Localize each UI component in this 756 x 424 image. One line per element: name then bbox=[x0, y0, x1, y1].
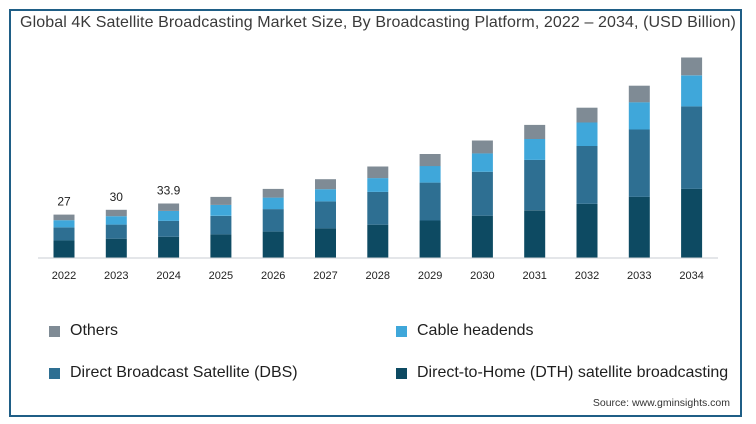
bar-segment-cable-headends-2031 bbox=[524, 139, 546, 160]
bar-segment-direct-to-home-dth-satellite-broadcasting-2029 bbox=[419, 220, 441, 258]
bar-segment-direct-to-home-dth-satellite-broadcasting-2032 bbox=[576, 204, 598, 258]
x-tick-label-2032: 2032 bbox=[575, 270, 599, 282]
bar-segment-others-2024 bbox=[158, 203, 180, 211]
x-tick-label-2028: 2028 bbox=[366, 270, 390, 282]
x-tick-label-2029: 2029 bbox=[418, 270, 442, 282]
bar-segment-direct-broadcast-satellite-dbs-2032 bbox=[576, 145, 598, 204]
bar-segment-cable-headends-2033 bbox=[628, 102, 650, 130]
bar-segment-direct-broadcast-satellite-dbs-2027 bbox=[315, 201, 336, 229]
source-note: Source: www.gminsights.com bbox=[592, 397, 730, 409]
bar-segment-direct-broadcast-satellite-dbs-2031 bbox=[524, 159, 546, 211]
x-tick-label-2030: 2030 bbox=[470, 270, 494, 282]
x-tick-label-2034: 2034 bbox=[679, 270, 703, 282]
x-tick-label-2025: 2025 bbox=[209, 270, 233, 282]
bar-segment-direct-to-home-dth-satellite-broadcasting-2031 bbox=[524, 210, 546, 258]
bar-segment-cable-headends-2032 bbox=[576, 122, 598, 146]
bar-segment-direct-broadcast-satellite-dbs-2023 bbox=[105, 224, 127, 239]
bar-segment-direct-broadcast-satellite-dbs-2033 bbox=[628, 129, 650, 197]
bar-segment-direct-broadcast-satellite-dbs-2034 bbox=[681, 106, 703, 189]
bars-group bbox=[53, 57, 703, 258]
bar-segment-direct-to-home-dth-satellite-broadcasting-2034 bbox=[681, 188, 703, 258]
bar-segment-cable-headends-2023 bbox=[105, 216, 127, 225]
data-labels: 27 30 33.9 bbox=[57, 184, 180, 209]
bar-segment-direct-to-home-dth-satellite-broadcasting-2024 bbox=[158, 236, 180, 258]
chart-title: Global 4K Satellite Broadcasting Market … bbox=[20, 14, 736, 31]
bar-segment-direct-to-home-dth-satellite-broadcasting-2025 bbox=[210, 234, 232, 258]
bar-segment-others-2022 bbox=[53, 214, 75, 221]
bar-segment-direct-broadcast-satellite-dbs-2028 bbox=[367, 191, 389, 225]
bar-segment-direct-broadcast-satellite-dbs-2026 bbox=[262, 209, 284, 232]
bar-segment-cable-headends-2024 bbox=[158, 210, 180, 221]
x-tick-label-2023: 2023 bbox=[104, 270, 128, 282]
bar-segment-cable-headends-2025 bbox=[210, 204, 232, 216]
bar-segment-direct-broadcast-satellite-dbs-2030 bbox=[471, 171, 493, 216]
bar-segment-direct-to-home-dth-satellite-broadcasting-2028 bbox=[367, 224, 389, 258]
bar-segment-cable-headends-2030 bbox=[471, 153, 493, 172]
bar-segment-others-2029 bbox=[419, 154, 441, 167]
bar-segment-others-2023 bbox=[105, 209, 127, 217]
bar-segment-cable-headends-2026 bbox=[262, 197, 284, 210]
x-tick-label-2031: 2031 bbox=[522, 270, 546, 282]
x-tick-label-2033: 2033 bbox=[627, 270, 651, 282]
data-label-2022: 27 bbox=[57, 195, 71, 209]
bar-segment-others-2025 bbox=[210, 196, 232, 205]
x-tick-labels: 2022 2023 2024 2025 2026 2027 2028 2029 2030 2031… bbox=[52, 270, 704, 282]
bar-segment-cable-headends-2029 bbox=[419, 166, 441, 183]
bar-segment-direct-broadcast-satellite-dbs-2024 bbox=[158, 220, 180, 237]
data-label-2024: 33.9 bbox=[157, 184, 181, 198]
bar-segment-others-2030 bbox=[471, 140, 493, 154]
bar-segment-others-2026 bbox=[262, 188, 284, 198]
data-label-2023: 30 bbox=[110, 190, 124, 204]
bar-segment-cable-headends-2034 bbox=[681, 75, 703, 107]
bar-segment-others-2033 bbox=[628, 85, 650, 103]
bar-segment-others-2034 bbox=[681, 57, 703, 76]
bar-segment-direct-to-home-dth-satellite-broadcasting-2022 bbox=[53, 240, 75, 258]
x-tick-label-2022: 2022 bbox=[52, 270, 76, 282]
x-tick-label-2026: 2026 bbox=[261, 270, 285, 282]
bar-segment-direct-to-home-dth-satellite-broadcasting-2027 bbox=[315, 228, 336, 258]
bar-segment-direct-broadcast-satellite-dbs-2025 bbox=[210, 215, 232, 235]
bar-segment-direct-broadcast-satellite-dbs-2029 bbox=[419, 182, 441, 221]
x-tick-label-2024: 2024 bbox=[156, 270, 180, 282]
bar-segment-others-2032 bbox=[576, 107, 598, 123]
bar-segment-direct-to-home-dth-satellite-broadcasting-2023 bbox=[105, 238, 127, 258]
bar-segment-others-2031 bbox=[524, 124, 546, 139]
bar-segment-cable-headends-2027 bbox=[315, 189, 336, 202]
bar-segment-others-2028 bbox=[367, 166, 389, 179]
x-tick-label-2027: 2027 bbox=[313, 270, 337, 282]
bar-segment-direct-broadcast-satellite-dbs-2022 bbox=[53, 227, 75, 241]
bar-segment-direct-to-home-dth-satellite-broadcasting-2033 bbox=[628, 196, 650, 258]
bar-segment-cable-headends-2028 bbox=[367, 178, 389, 192]
bar-segment-direct-to-home-dth-satellite-broadcasting-2030 bbox=[471, 215, 493, 258]
bar-segment-others-2027 bbox=[315, 179, 336, 190]
bar-segment-direct-to-home-dth-satellite-broadcasting-2026 bbox=[262, 231, 284, 258]
bar-segment-cable-headends-2022 bbox=[53, 220, 75, 228]
